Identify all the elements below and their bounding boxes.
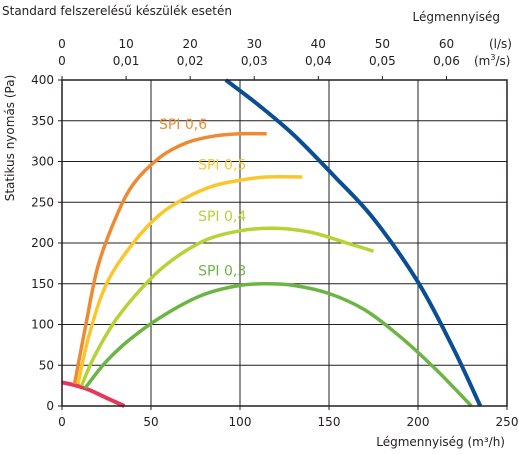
top-axis-title: Légmennyiség bbox=[413, 10, 500, 24]
x-tick-label: 100 bbox=[229, 415, 252, 429]
y-axis-label: Statikus nyomás (Pa) bbox=[3, 75, 17, 202]
top-tick-label-m3s: 0,01 bbox=[113, 54, 140, 68]
series-label: SPI 0,5 bbox=[198, 158, 246, 174]
top-tick-label-ls: 50 bbox=[375, 37, 390, 51]
x-tick-label: 200 bbox=[407, 415, 430, 429]
top-tick-label-ls: 10 bbox=[118, 37, 133, 51]
series-line-spi-0-5 bbox=[76, 174, 303, 385]
series-line-1 bbox=[61, 380, 126, 408]
x-axis-label: Légmennyiség (m³/h) bbox=[376, 435, 505, 449]
top-tick-label-m3s: 0,06 bbox=[433, 54, 460, 68]
top-tick-label-ls: 40 bbox=[311, 37, 326, 51]
series-labels: SPI 0,6 SPI 0,5 SPI 0,4 SPI 0,3 bbox=[159, 117, 246, 280]
series-layer bbox=[61, 78, 483, 408]
top-unit-m3s: (m3/s) bbox=[474, 53, 510, 68]
y-tick-label: 400 bbox=[31, 73, 54, 87]
top-tick-label-ls: 30 bbox=[247, 37, 262, 51]
x-tick-label: 150 bbox=[318, 415, 341, 429]
series-label: SPI 0,4 bbox=[198, 209, 246, 225]
series-line-spi-0-4 bbox=[79, 226, 375, 387]
x-axis-ticks: 0 50 100 150 200 250 bbox=[58, 406, 518, 429]
x-tick-label: 50 bbox=[143, 415, 158, 429]
top-axis-m3s-ticks: 0 0,01 0,02 0,03 0,04 0,05 0,06 bbox=[58, 54, 460, 68]
series-line-spi-0-6 bbox=[72, 131, 267, 385]
top-tick-label-ls: 0 bbox=[58, 37, 66, 51]
y-tick-label: 200 bbox=[31, 236, 54, 250]
y-tick-label: 150 bbox=[31, 277, 54, 291]
top-tick-label-m3s: 0,05 bbox=[369, 54, 396, 68]
y-tick-label: 50 bbox=[39, 358, 54, 372]
top-tick-label-ls: 60 bbox=[439, 37, 454, 51]
y-axis-ticks: 0 50 100 150 200 250 300 350 400 bbox=[31, 73, 62, 413]
y-tick-label: 350 bbox=[31, 114, 54, 128]
chart-title: Standard felszerelésű készülék esetén bbox=[2, 4, 232, 18]
series-line-spi-0-3 bbox=[83, 282, 473, 408]
series-label: SPI 0,3 bbox=[198, 264, 246, 280]
top-tick-label-ls: 20 bbox=[183, 37, 198, 51]
series-line-0 bbox=[224, 78, 483, 407]
y-tick-label: 250 bbox=[31, 195, 54, 209]
y-tick-label: 100 bbox=[31, 318, 54, 332]
top-unit-ls: (l/s) bbox=[489, 37, 512, 51]
y-tick-label: 300 bbox=[31, 155, 54, 169]
top-axis-ls-ticks: 0 10 20 30 40 50 60 bbox=[58, 37, 454, 80]
x-tick-label: 0 bbox=[58, 415, 66, 429]
series-label: SPI 0,6 bbox=[159, 117, 207, 133]
top-tick-label-m3s: 0,02 bbox=[177, 54, 204, 68]
top-tick-label-m3s: 0 bbox=[58, 54, 66, 68]
x-tick-label: 250 bbox=[496, 415, 519, 429]
top-tick-label-m3s: 0,04 bbox=[305, 54, 332, 68]
y-tick-label: 0 bbox=[46, 399, 54, 413]
top-tick-label-m3s: 0,03 bbox=[241, 54, 268, 68]
